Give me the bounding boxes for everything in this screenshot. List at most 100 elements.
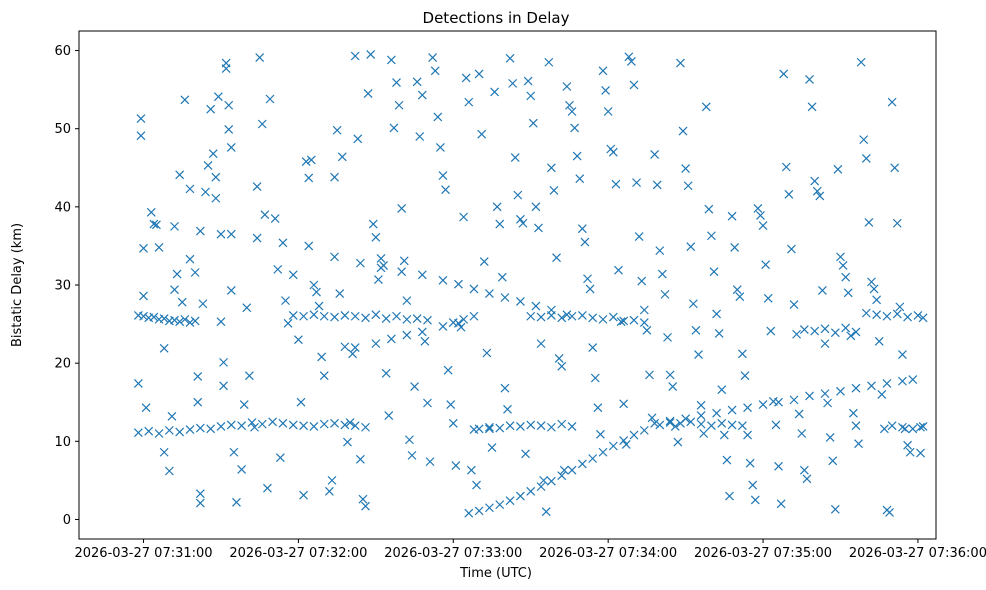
data-point-scatter-noise — [596, 429, 605, 439]
data-point-track-26km — [361, 313, 370, 323]
data-point-scatter-noise — [766, 326, 776, 336]
data-point-track-12km — [546, 422, 556, 432]
data-point-track-12km — [278, 418, 288, 428]
data-point-scatter-noise — [709, 267, 719, 277]
data-point-scatter-noise — [371, 232, 381, 242]
data-point-scatter-noise — [446, 400, 456, 409]
data-point-scatter-noise — [407, 450, 417, 460]
data-point-scatter-noise — [632, 178, 641, 188]
data-point-scatter-noise — [745, 458, 755, 468]
data-point-track-descending — [170, 221, 179, 231]
data-point-scatter-noise — [657, 269, 667, 279]
data-point-track-26km — [288, 311, 298, 320]
data-point-scatter-noise — [696, 400, 706, 410]
data-point-scatter-noise — [867, 277, 876, 287]
data-point-scatter-noise — [719, 430, 729, 440]
data-point-scatter-noise — [348, 349, 358, 359]
data-point-track-26km — [903, 312, 913, 322]
data-point-scatter-noise — [185, 184, 195, 194]
data-point-track-12km — [164, 425, 174, 435]
data-point-scatter-noise — [603, 107, 613, 116]
data-point-scatter-noise — [448, 418, 458, 428]
data-point-track-12km — [361, 422, 370, 432]
data-point-scatter-noise — [415, 132, 425, 141]
data-point-track-mid — [459, 314, 469, 324]
y-tick-label: 0 — [63, 513, 71, 528]
data-point-scatter-noise — [717, 385, 727, 395]
data-point-scatter-noise — [768, 397, 778, 406]
data-point-scatter-noise — [337, 152, 347, 162]
data-point-track-26km — [371, 310, 381, 320]
data-point-track-ascending — [485, 503, 494, 513]
data-point-scatter-noise — [621, 440, 631, 449]
data-point-scatter-noise — [903, 440, 913, 450]
data-point-scatter-noise — [748, 480, 758, 490]
data-point-scatter-noise — [846, 331, 856, 341]
data-point-scatter-noise — [384, 411, 394, 420]
data-point-scatter-noise — [732, 285, 742, 295]
data-point-track-12km — [717, 418, 727, 428]
plot-frame — [78, 30, 937, 540]
data-point-scatter-noise — [539, 475, 549, 485]
data-point-scatter-noise — [735, 292, 745, 302]
data-point-scatter-noise — [771, 420, 781, 430]
x-tick-label: 2026-03-27 07:34:00 — [539, 546, 677, 561]
data-point-scatter-noise — [306, 155, 316, 165]
x-tick-label: 2026-03-27 07:33:00 — [384, 546, 522, 561]
data-point-track-ascending — [898, 376, 907, 386]
data-point-track-12km — [206, 424, 216, 434]
data-point-track-ascending — [464, 508, 474, 518]
data-point-scatter-noise — [851, 421, 861, 431]
data-point-scatter-noise — [386, 55, 396, 65]
y-tick-label: 50 — [54, 122, 71, 137]
y-tick-label: 60 — [54, 44, 71, 59]
data-point-scatter-noise — [211, 172, 221, 182]
data-point-scatter-noise — [820, 339, 830, 349]
data-point-scatter-noise — [417, 90, 427, 100]
data-point-track-ascending — [696, 411, 706, 420]
data-point-track-descending — [397, 267, 407, 277]
data-point-scatter-noise — [193, 397, 203, 407]
y-tick-label: 10 — [54, 435, 71, 450]
data-point-scatter-noise — [355, 454, 365, 464]
data-point-scatter-noise — [201, 187, 210, 197]
data-point-scatter-noise — [534, 223, 543, 233]
data-point-scatter-noise — [136, 131, 146, 141]
data-point-track-12km — [495, 423, 505, 433]
x-tick-label: 2026-03-27 07:36:00 — [849, 546, 986, 561]
data-point-scatter-noise — [490, 87, 500, 97]
data-point-track-descending — [546, 305, 556, 315]
data-point-scatter-noise — [841, 272, 851, 282]
data-point-scatter-noise — [712, 309, 722, 319]
data-point-scatter-noise — [691, 325, 701, 335]
data-point-scatter-noise — [508, 78, 518, 88]
data-point-track-ascending — [908, 375, 918, 384]
data-point-scatter-noise — [404, 435, 414, 445]
data-point-scatter-noise — [694, 350, 703, 359]
data-point-scatter-noise — [219, 357, 228, 367]
data-point-track-mid — [417, 327, 427, 337]
data-point-scatter-noise — [213, 92, 223, 102]
data-point-track-26km — [913, 311, 923, 320]
data-point-track-26km — [861, 308, 871, 318]
data-point-scatter-noise — [221, 64, 231, 73]
data-point-track-26km — [423, 315, 432, 325]
data-point-track-12km — [918, 422, 928, 431]
data-point-scatter-noise — [430, 66, 440, 76]
data-point-scatter-noise — [177, 297, 187, 307]
data-point-track-12km — [247, 418, 257, 427]
data-point-scatter-noise — [756, 211, 765, 220]
data-point-track-ascending — [743, 403, 752, 413]
data-point-scatter-noise — [198, 299, 208, 309]
data-point-scatter-noise — [567, 107, 577, 116]
data-point-scatter-noise — [392, 78, 401, 88]
data-point-scatter-noise — [518, 218, 528, 228]
data-point-scatter-noise — [299, 490, 308, 500]
x-tick-label: 2026-03-27 07:32:00 — [229, 546, 367, 561]
data-point-scatter-noise — [670, 422, 680, 431]
data-point-scatter-noise — [812, 186, 822, 196]
data-point-track-descending — [149, 219, 159, 229]
data-point-track-26km — [872, 310, 882, 320]
data-point-track-26km — [841, 323, 851, 333]
data-point-scatter-noise — [335, 289, 345, 299]
